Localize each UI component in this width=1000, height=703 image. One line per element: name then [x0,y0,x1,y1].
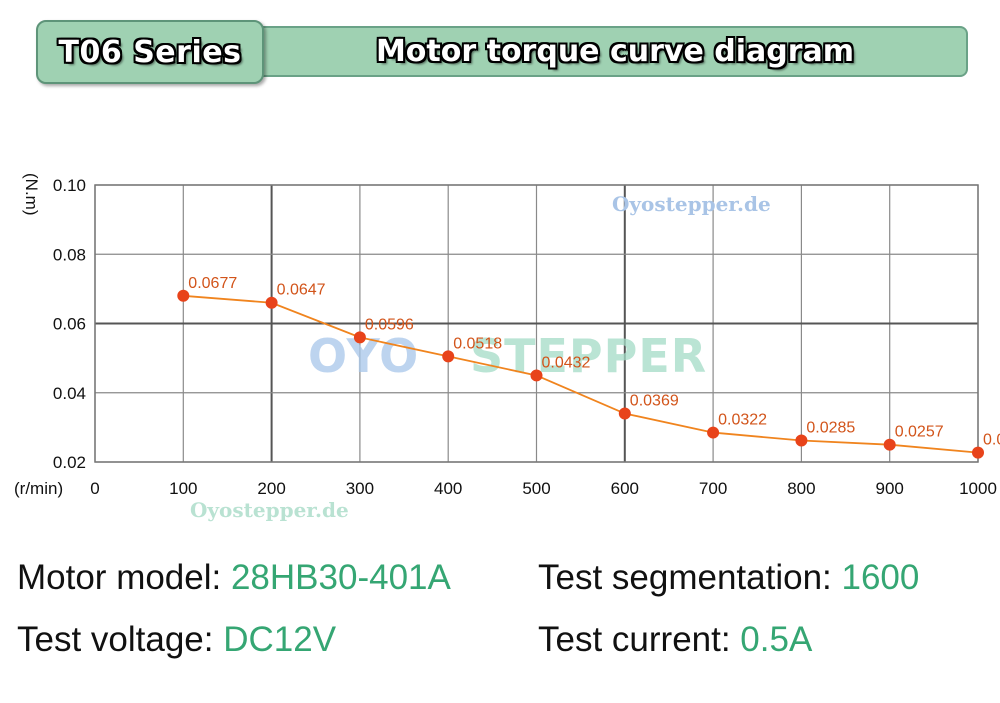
y-tick-label: 0.10 [53,176,86,195]
y-tick-label: 0.02 [53,453,86,472]
current-value: 0.5A [740,620,813,659]
data-label: 0.0647 [277,282,326,299]
watermark-layer: Oyostepper.de Oyostepper.de OYO STEPPER [190,192,771,522]
x-tick-label: 100 [169,479,197,498]
voltage-line: Test voltage: DC12V [17,620,336,660]
data-label: 0.0257 [895,424,944,441]
motor-model-value: 28HB30-401A [230,558,451,597]
x-tick-label: 800 [787,479,815,498]
data-label: 0.0369 [630,393,679,410]
current-label: Test current: [538,620,741,659]
x-tick-label: 900 [876,479,904,498]
watermark-stepper: STEPPER [470,329,707,383]
data-label: 0.0432 [542,354,591,371]
chart-title: Motor torque curve diagram [375,34,855,69]
data-point [618,407,631,420]
torque-series-line [183,294,979,454]
axes-layer: (N.m) (r/min) 0 100 200 300 400 500 600 700 800 9… [14,173,997,498]
data-point [972,446,984,459]
motor-model-line: Motor model: 28HB30-401A [17,558,451,598]
y-tick-label: 0.08 [53,245,86,264]
watermark-top: Oyostepper.de [612,192,771,216]
data-point [265,296,278,309]
x-tick-label: 700 [699,479,727,498]
watermark-bottom: Oyostepper.de [190,498,349,522]
x-tick-label: 400 [434,479,462,498]
x-tick-label: 500 [522,479,550,498]
data-label: 0.0518 [453,335,502,352]
segmentation-line: Test segmentation: 1600 [538,558,919,598]
x-tick-label: 600 [611,479,639,498]
y-axis-label: (N.m) [22,173,41,215]
series-label: T06 Series [58,34,242,70]
segmentation-value: 1600 [841,558,920,597]
voltage-value: DC12V [223,620,337,659]
segmentation-label: Test segmentation: [538,558,842,597]
data-point [177,289,190,302]
x-tick-label: 200 [257,479,285,498]
data-label: 0.0677 [188,275,237,292]
series-badge: T06 Series [36,20,264,84]
current-line: Test current: 0.5A [538,620,812,660]
data-label: 0.0234 [983,432,1000,449]
torque-chart: Oyostepper.de Oyostepper.de OYO STEPPER … [14,173,1000,522]
x-tick-label: 300 [346,479,374,498]
data-point [442,350,455,363]
x-tick-label: 1000 [959,479,997,498]
data-point [530,369,543,382]
data-point [883,438,896,451]
chart-grid [94,184,979,463]
data-label: 0.0322 [718,412,767,429]
data-label: 0.0285 [806,420,855,437]
series-layer: 0.0677 0.0647 0.0596 0.0518 0.0432 0.0369 0.03… [177,275,1000,459]
x-axis-label: (r/min) [14,479,63,498]
title-banner [262,26,968,77]
voltage-label: Test voltage: [17,620,224,659]
data-point [707,426,720,439]
y-tick-label: 0.06 [53,315,86,334]
y-tick-label: 0.04 [53,384,86,403]
x-tick-label: 0 [90,479,99,498]
motor-model-label: Motor model: [17,558,231,597]
data-point [795,434,808,447]
data-point [353,331,366,344]
data-label: 0.0596 [365,316,414,333]
plot-frame [94,184,979,463]
